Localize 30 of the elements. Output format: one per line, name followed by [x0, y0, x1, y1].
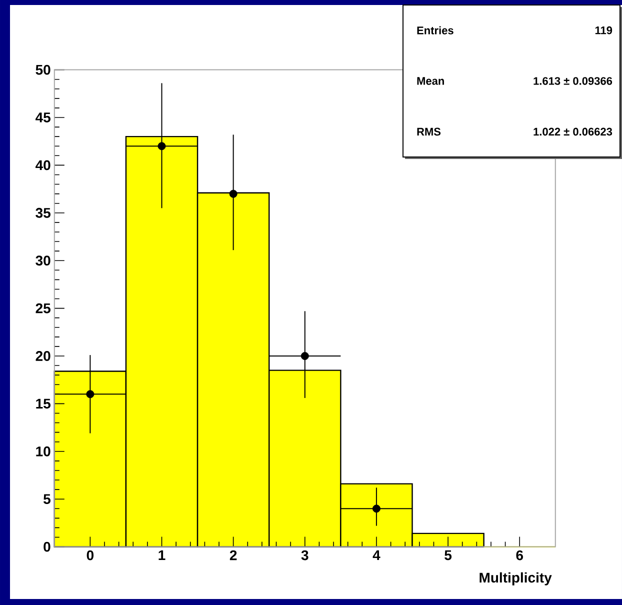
annotation: Mean: [417, 77, 444, 85]
point: [86, 390, 94, 398]
x-axis-title: Multiplicity: [480, 572, 552, 586]
y-tick-label: 40: [36, 160, 50, 170]
x-tick-label: 3: [301, 550, 308, 560]
y-tick-label: 10: [36, 446, 50, 456]
annotation: 1.022 ± 0.06623: [534, 128, 612, 136]
point: [372, 504, 380, 513]
x-tick-label: 0: [86, 550, 94, 560]
y-tick-label: 45: [36, 112, 50, 122]
y-tick-label: 0: [44, 542, 50, 552]
y-tick-label: 15: [36, 398, 50, 409]
y-tick-label: 25: [36, 303, 50, 314]
text: 119: [595, 26, 612, 34]
point: [158, 142, 166, 150]
x-tick-label: 6: [516, 550, 523, 560]
y-tick-label: 20: [36, 351, 50, 361]
annotation: 1.613 ± 0.09366: [534, 77, 612, 85]
y-tick-label: 50: [36, 64, 50, 75]
x-tick-label: 1: [158, 550, 166, 560]
text: Entries: [417, 26, 454, 34]
y-tick-label: 30: [36, 256, 50, 266]
point: [300, 352, 309, 360]
x-tick-label: 2: [230, 550, 237, 560]
y-tick-label: 35: [36, 208, 50, 218]
point: [229, 190, 238, 198]
annotation: RMS: [417, 128, 441, 136]
x-tick-label: 5: [444, 550, 452, 560]
y-tick-label: 5: [44, 494, 50, 504]
x-tick-label: 4: [372, 550, 380, 560]
